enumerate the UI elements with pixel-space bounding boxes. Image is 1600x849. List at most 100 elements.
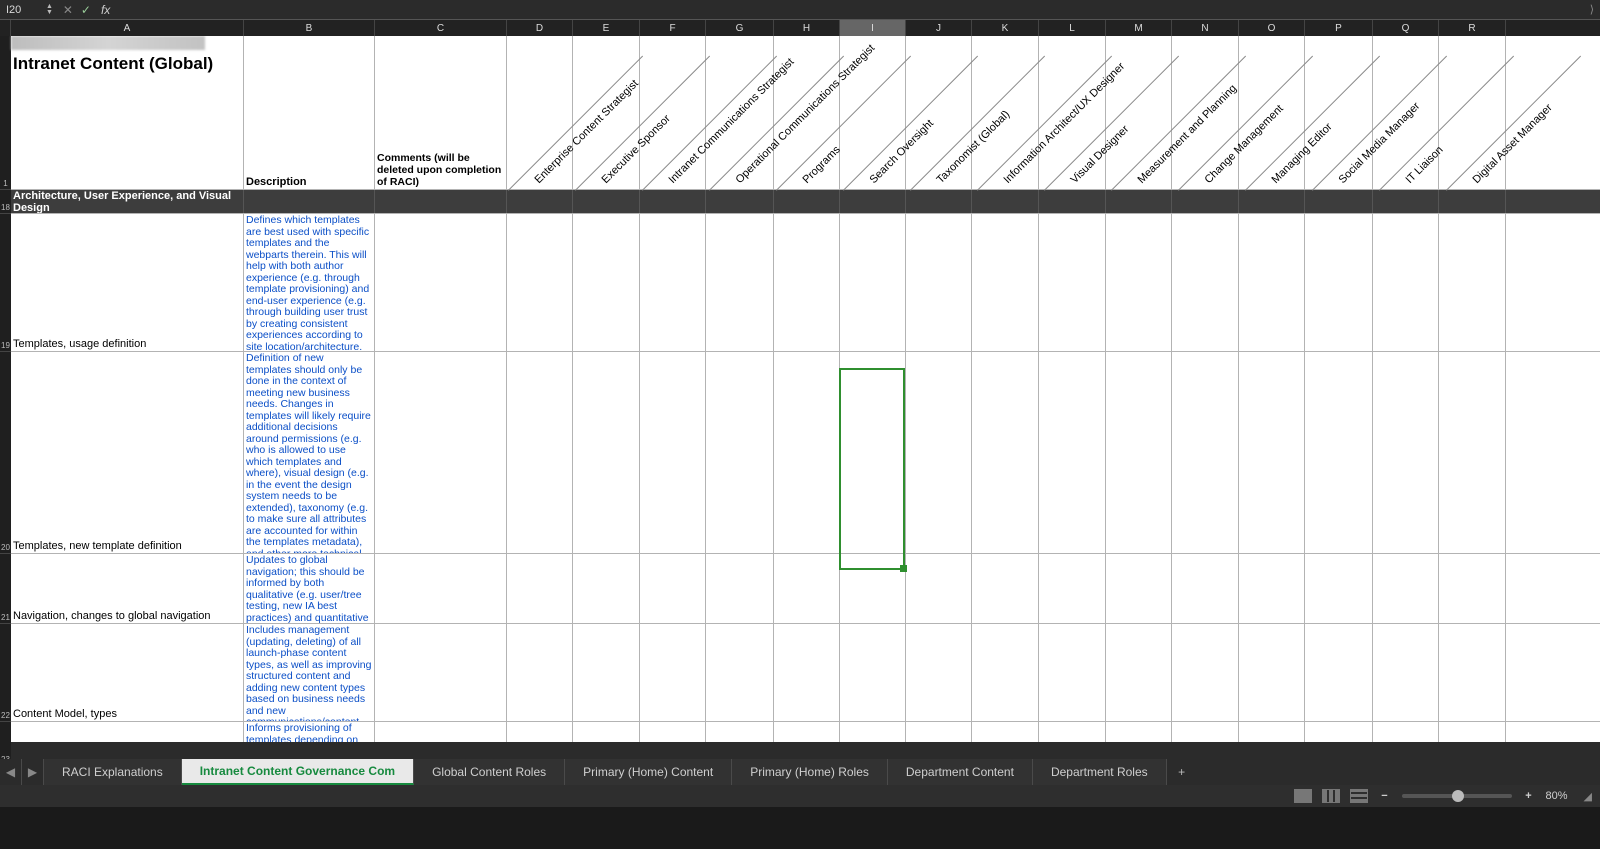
raci-cell[interactable]	[507, 352, 573, 553]
column-header-F[interactable]: F	[640, 20, 706, 36]
sheet-tab[interactable]: RACI Explanations	[44, 759, 182, 785]
row-number-20[interactable]: 20	[0, 352, 11, 554]
raci-cell[interactable]	[1239, 624, 1305, 721]
raci-cell[interactable]	[1106, 554, 1172, 623]
raci-cell[interactable]	[573, 352, 640, 553]
row-number-1[interactable]: 1	[0, 36, 11, 190]
column-header-K[interactable]: K	[972, 20, 1039, 36]
raci-cell[interactable]	[906, 554, 972, 623]
raci-cell[interactable]	[906, 352, 972, 553]
raci-cell[interactable]	[906, 214, 972, 351]
raci-cell[interactable]	[1439, 624, 1506, 721]
raci-cell[interactable]	[573, 214, 640, 351]
raci-cell[interactable]	[1305, 554, 1373, 623]
description-cell[interactable]: Definition of new templates should only …	[244, 352, 375, 553]
raci-cell[interactable]	[375, 624, 507, 721]
raci-cell[interactable]	[640, 554, 706, 623]
row-number-23[interactable]: 23	[0, 722, 11, 759]
view-page-layout-icon[interactable]	[1322, 789, 1340, 803]
row-number-18[interactable]: 18	[0, 190, 11, 214]
formula-expand-icon[interactable]: ⟩	[1590, 3, 1598, 16]
column-header-R[interactable]: R	[1439, 20, 1506, 36]
raci-cell[interactable]	[640, 214, 706, 351]
sheet-tab[interactable]: Department Content	[888, 759, 1033, 785]
column-header-Q[interactable]: Q	[1373, 20, 1439, 36]
raci-cell[interactable]	[1305, 352, 1373, 553]
raci-cell[interactable]	[640, 352, 706, 553]
raci-cell[interactable]	[573, 624, 640, 721]
raci-cell[interactable]	[840, 554, 906, 623]
raci-cell[interactable]	[507, 554, 573, 623]
task-name-cell[interactable]: Templates, new template definition	[11, 352, 244, 553]
raci-cell[interactable]	[1039, 554, 1106, 623]
raci-cell[interactable]	[1039, 352, 1106, 553]
column-header-A[interactable]: A	[11, 20, 244, 36]
raci-cell[interactable]	[375, 352, 507, 553]
add-sheet-button[interactable]: +	[1167, 759, 1197, 785]
raci-cell[interactable]	[706, 352, 774, 553]
raci-cell[interactable]	[840, 214, 906, 351]
raci-cell[interactable]	[1373, 624, 1439, 721]
raci-cell[interactable]	[972, 554, 1039, 623]
task-name-cell[interactable]: Templates, usage definition	[11, 214, 244, 351]
zoom-level[interactable]: 80%	[1546, 790, 1568, 802]
zoom-slider-knob[interactable]	[1452, 790, 1464, 802]
raci-cell[interactable]	[774, 352, 840, 553]
column-header-L[interactable]: L	[1039, 20, 1106, 36]
task-name-cell[interactable]: Navigation, changes to global navigation	[11, 554, 244, 623]
raci-cell[interactable]	[1106, 624, 1172, 721]
raci-cell[interactable]	[507, 214, 573, 351]
raci-cell[interactable]	[1039, 214, 1106, 351]
formula-input[interactable]	[116, 4, 1589, 16]
column-header-E[interactable]: E	[573, 20, 640, 36]
raci-cell[interactable]	[1239, 352, 1305, 553]
select-all-corner[interactable]	[0, 20, 11, 36]
raci-cell[interactable]	[1373, 352, 1439, 553]
raci-cell[interactable]	[972, 214, 1039, 351]
raci-cell[interactable]	[1172, 352, 1239, 553]
view-page-break-icon[interactable]	[1350, 789, 1368, 803]
column-header-J[interactable]: J	[906, 20, 972, 36]
horizontal-scrollbar[interactable]	[0, 742, 1600, 759]
raci-cell[interactable]	[1373, 214, 1439, 351]
raci-cell[interactable]	[1439, 352, 1506, 553]
column-header-C[interactable]: C	[375, 20, 507, 36]
raci-cell[interactable]	[840, 624, 906, 721]
tab-prev-button[interactable]: ◀	[0, 759, 22, 785]
raci-cell[interactable]	[1239, 214, 1305, 351]
raci-cell[interactable]	[1305, 214, 1373, 351]
resize-grip-icon[interactable]: ◢	[1584, 790, 1592, 803]
task-name-cell[interactable]: Content Model, types	[11, 624, 244, 721]
description-cell[interactable]: Defines which templates are best used wi…	[244, 214, 375, 351]
raci-cell[interactable]	[1172, 624, 1239, 721]
raci-cell[interactable]	[774, 214, 840, 351]
raci-cell[interactable]	[1439, 554, 1506, 623]
raci-cell[interactable]	[706, 554, 774, 623]
raci-cell[interactable]	[1106, 214, 1172, 351]
row-number-21[interactable]: 21	[0, 554, 11, 624]
raci-cell[interactable]	[1239, 554, 1305, 623]
raci-cell[interactable]	[573, 554, 640, 623]
sheet-tab[interactable]: Intranet Content Governance Com	[182, 759, 414, 785]
zoom-out-button[interactable]: −	[1378, 790, 1392, 802]
cell-reference-box[interactable]: I20	[2, 4, 46, 16]
column-header-D[interactable]: D	[507, 20, 573, 36]
column-header-I[interactable]: I	[840, 20, 906, 36]
raci-cell[interactable]	[972, 352, 1039, 553]
raci-cell[interactable]	[972, 624, 1039, 721]
fx-label[interactable]: fx	[101, 3, 110, 17]
cancel-formula-button[interactable]: ✕	[59, 3, 77, 17]
raci-cell[interactable]	[1373, 554, 1439, 623]
raci-cell[interactable]	[906, 624, 972, 721]
column-header-M[interactable]: M	[1106, 20, 1172, 36]
raci-cell[interactable]	[1506, 214, 1576, 351]
row-number-19[interactable]: 19	[0, 214, 11, 352]
description-cell[interactable]: Includes management (updating, deleting)…	[244, 624, 375, 721]
raci-cell[interactable]	[1439, 214, 1506, 351]
confirm-formula-button[interactable]: ✓	[77, 3, 95, 17]
raci-cell[interactable]	[706, 624, 774, 721]
raci-cell[interactable]	[1506, 352, 1576, 553]
row-number-22[interactable]: 22	[0, 624, 11, 722]
raci-cell[interactable]	[1506, 554, 1576, 623]
raci-cell[interactable]	[1172, 554, 1239, 623]
